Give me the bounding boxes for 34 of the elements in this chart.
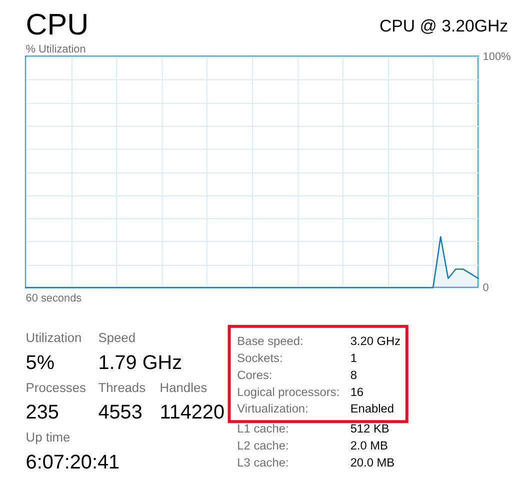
text: Threads [98, 380, 146, 395]
chart-subtitle: CPU @ 3.20GHz [379, 16, 508, 36]
text: 5% [26, 352, 54, 374]
text: Base speed: [237, 334, 304, 348]
text: Up time [26, 429, 70, 444]
text: 114220 [160, 402, 224, 424]
text: Sockets: [237, 351, 283, 366]
text: 4553 [98, 402, 142, 424]
y-tick-label: 0 [482, 282, 489, 294]
y-tick-label: 100% [482, 50, 512, 63]
text: Enabled [350, 402, 394, 416]
y-axis-title: % Utilization [26, 43, 86, 56]
text: L2 cache: [237, 438, 289, 452]
text: Handles [160, 380, 208, 395]
text: 20.0 MB [350, 455, 395, 470]
text: 8 [350, 368, 358, 382]
text: 512 KB [350, 422, 390, 436]
text: L1 cache: [237, 422, 289, 436]
text: Cores: [237, 368, 272, 382]
text: 2.0 MB [350, 438, 388, 452]
text: Utilization [26, 330, 82, 346]
chart-title: CPU [26, 8, 89, 42]
text: Processes [26, 380, 86, 395]
text: 6:07:20:41 [26, 451, 120, 474]
text: 16 [350, 384, 364, 399]
text: 235 [26, 402, 59, 424]
text: 1 [350, 351, 358, 366]
x-axis-title: 60 seconds [26, 292, 82, 305]
text: 3.20 GHz [350, 334, 401, 348]
text: 1.79 GHz [98, 352, 182, 374]
text: Logical processors: [237, 384, 340, 399]
text: Speed [98, 330, 136, 346]
text: Virtualization: [237, 402, 308, 416]
text: L3 cache: [237, 455, 289, 470]
